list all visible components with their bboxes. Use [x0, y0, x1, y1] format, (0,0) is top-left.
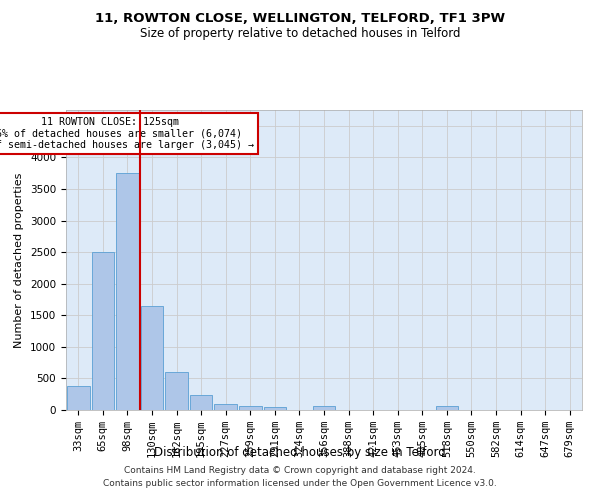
Bar [116, 173, 139, 410]
Text: Size of property relative to detached houses in Telford: Size of property relative to detached ho… [140, 28, 460, 40]
Bar [140, 306, 163, 410]
Text: Distribution of detached houses by size in Telford: Distribution of detached houses by size … [154, 446, 446, 459]
Bar [190, 396, 212, 410]
Bar [313, 406, 335, 410]
Text: 11 ROWTON CLOSE: 125sqm  
← 66% of detached houses are smaller (6,074)
33% of se: 11 ROWTON CLOSE: 125sqm ← 66% of detache… [0, 117, 254, 150]
Bar [67, 386, 89, 410]
Text: 11, ROWTON CLOSE, WELLINGTON, TELFORD, TF1 3PW: 11, ROWTON CLOSE, WELLINGTON, TELFORD, T… [95, 12, 505, 26]
Bar [263, 406, 286, 410]
Bar [165, 372, 188, 410]
Bar [239, 406, 262, 410]
Y-axis label: Number of detached properties: Number of detached properties [14, 172, 25, 348]
Bar [92, 252, 114, 410]
Bar [214, 404, 237, 410]
Bar [436, 406, 458, 410]
Text: Contains HM Land Registry data © Crown copyright and database right 2024.
Contai: Contains HM Land Registry data © Crown c… [103, 466, 497, 487]
